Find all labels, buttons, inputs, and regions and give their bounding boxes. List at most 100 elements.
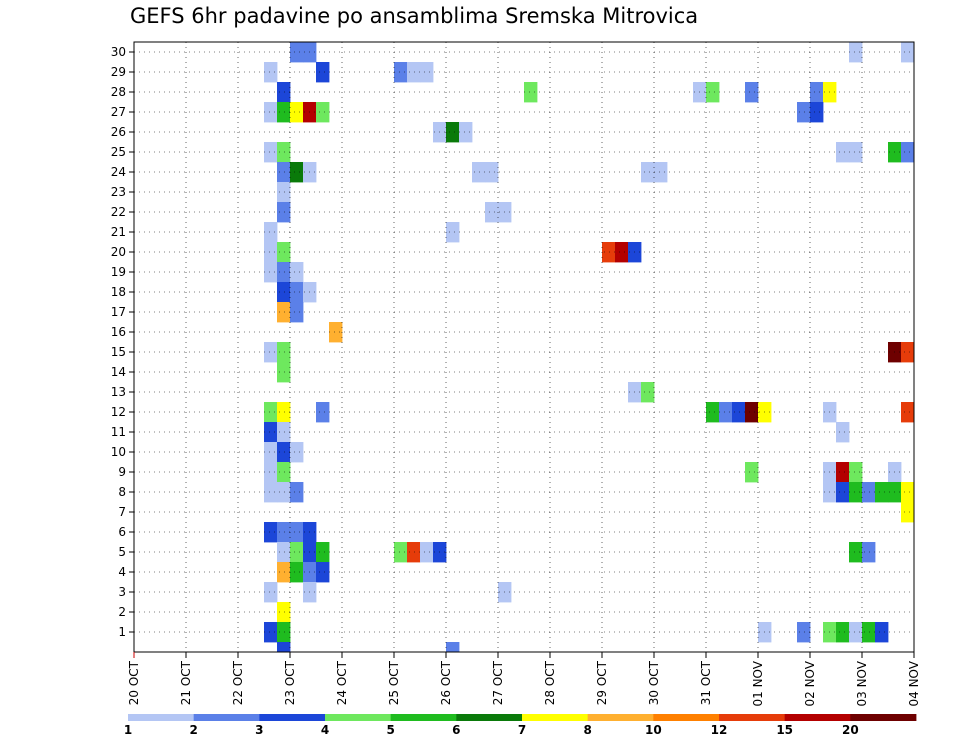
heatmap-cell (316, 542, 330, 563)
colorbar-swatch (325, 714, 392, 721)
heatmap-cell (264, 482, 278, 503)
colorbar-label: 2 (189, 723, 197, 737)
heatmap-cell (277, 82, 291, 103)
heatmap-cell (264, 522, 278, 543)
heatmap-cell (264, 442, 278, 463)
colorbar-swatch (390, 714, 457, 721)
x-tick-label: 27 OCT (491, 660, 505, 705)
heatmap-cell (277, 282, 291, 303)
heatmap-cell (719, 402, 733, 423)
heatmap-cell (849, 462, 863, 483)
colorbar: 1 2 3 4 5 6 7 8 10 12 15 20 (124, 714, 917, 737)
heatmap-cell (797, 102, 811, 123)
x-tick-label: 29 OCT (595, 660, 609, 705)
heatmap-cell (290, 162, 304, 183)
heatmap-cell (901, 42, 915, 63)
y-axis: 1234567891011121314151617181920212223242… (111, 45, 134, 639)
y-tick-label: 8 (118, 485, 126, 499)
heatmap-cell (459, 122, 473, 143)
heatmap-cell (316, 402, 330, 423)
colorbar-swatch (193, 714, 260, 721)
colorbar-swatch (587, 714, 654, 721)
heatmap-cell (407, 542, 421, 563)
heatmap-cell (277, 622, 291, 643)
x-tick-label: 28 OCT (543, 660, 557, 705)
heatmap-cell (862, 622, 876, 643)
heatmap-cell (485, 202, 499, 223)
x-tick-label: 22 OCT (231, 660, 245, 705)
y-tick-label: 4 (118, 565, 126, 579)
colorbar-swatch (128, 714, 195, 721)
x-tick-label: 26 OCT (439, 660, 453, 705)
x-tick-label: 01 NOV (751, 660, 765, 706)
colorbar-label: 4 (321, 723, 329, 737)
x-axis: 20 OCT 21 OCT 22 OCT 23 OCT 24 OCT 25 OCT 26 O… (127, 652, 921, 707)
colorbar-label: 5 (386, 723, 394, 737)
y-tick-label: 23 (111, 185, 126, 199)
x-tick-label: 25 OCT (387, 660, 401, 705)
colorbar-label: 6 (452, 723, 460, 737)
heatmap-cell (264, 462, 278, 483)
heatmap-cell (277, 102, 291, 123)
heatmap-cell (277, 602, 291, 623)
colorbar-swatch (850, 714, 917, 721)
y-tick-label: 19 (111, 265, 126, 279)
x-tick-label: 24 OCT (335, 660, 349, 705)
heatmap-cell (420, 62, 434, 83)
heatmap-cell (316, 62, 330, 83)
heatmap-cell (290, 102, 304, 123)
heatmap-cell (277, 242, 291, 263)
heatmap-cell (836, 462, 850, 483)
y-tick-label: 7 (118, 505, 126, 519)
y-tick-label: 14 (111, 365, 126, 379)
heatmap-cell (264, 422, 278, 443)
plot-frame (133, 41, 915, 653)
heatmap-cell (277, 362, 291, 383)
heatmap-cell (394, 542, 408, 563)
y-tick-label: 24 (111, 165, 126, 179)
heatmap-cell (836, 422, 850, 443)
heatmap-cell (316, 102, 330, 123)
heatmap-cell (316, 562, 330, 583)
heatmap-cell (901, 342, 915, 363)
heatmap-cell (654, 162, 668, 183)
y-tick-label: 25 (111, 145, 126, 159)
heatmap-cell (264, 142, 278, 163)
y-tick-label: 13 (111, 385, 126, 399)
heatmap-cell (485, 162, 499, 183)
heatmap-cell (901, 142, 915, 163)
heatmap-cell (329, 322, 343, 343)
heatmap-cell (706, 82, 720, 103)
colorbar-label: 3 (255, 723, 263, 737)
heatmap-cell (277, 462, 291, 483)
colorbar-swatch (653, 714, 720, 721)
x-tick-label: 02 NOV (803, 660, 817, 706)
heatmap-cell (745, 402, 759, 423)
heatmap-cell (394, 62, 408, 83)
y-tick-label: 1 (118, 625, 126, 639)
heatmap-cell (290, 562, 304, 583)
y-tick-label: 12 (111, 405, 126, 419)
heatmap-cell (277, 302, 291, 323)
heatmap-cell (810, 102, 824, 123)
heatmap-cell (264, 402, 278, 423)
heatmap-cell (277, 262, 291, 283)
y-tick-label: 26 (111, 125, 126, 139)
heatmap-cell (524, 82, 538, 103)
y-tick-label: 20 (111, 245, 126, 259)
y-tick-label: 5 (118, 545, 126, 559)
heatmap-cell (277, 142, 291, 163)
heatmap-cell (290, 542, 304, 563)
heatmap-cell (264, 262, 278, 283)
heatmap-cell (264, 582, 278, 603)
heatmap-cell (862, 542, 876, 563)
heatmap-cell (290, 522, 304, 543)
heatmap-cell (277, 542, 291, 563)
y-tick-label: 16 (111, 325, 126, 339)
y-tick-label: 29 (111, 65, 126, 79)
y-tick-label: 28 (111, 85, 126, 99)
y-tick-label: 27 (111, 105, 126, 119)
y-tick-label: 17 (111, 305, 126, 319)
colorbar-label: 20 (842, 723, 859, 737)
heatmap-cell (446, 642, 460, 653)
